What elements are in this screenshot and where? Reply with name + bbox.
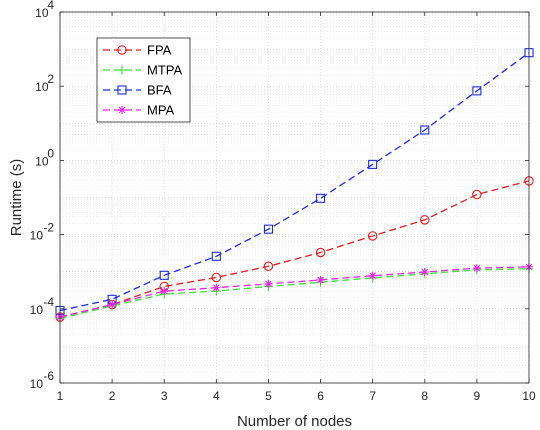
y-tick-exponent: 2 xyxy=(47,72,54,86)
legend-item-bfa: BFA xyxy=(103,83,172,98)
legend-marker-fpa xyxy=(117,45,127,55)
series-mpa xyxy=(56,262,533,322)
x-tick-label: 8 xyxy=(421,389,428,403)
y-tick-exponent: 4 xyxy=(47,0,54,12)
data-point-fpa xyxy=(367,231,378,241)
data-point-bfa xyxy=(211,251,221,261)
x-tick-label: 10 xyxy=(522,389,536,403)
legend-item-fpa: FPA xyxy=(103,43,172,58)
data-point-mpa xyxy=(108,300,117,309)
plot-frame xyxy=(59,11,530,384)
y-tick-label: 010 xyxy=(35,146,54,168)
legend-label-mpa: MPA xyxy=(147,103,175,118)
legend-box xyxy=(96,37,191,123)
y-tick-label: -410 xyxy=(30,295,55,317)
data-point-mpa xyxy=(160,287,169,296)
y-tick-exponent: -2 xyxy=(43,221,54,235)
data-point-fpa xyxy=(420,215,430,225)
series-line-fpa xyxy=(59,180,530,318)
series-line-bfa xyxy=(59,52,530,312)
data-point-bfa xyxy=(316,193,326,203)
series-line-mtpa xyxy=(59,268,530,320)
legend-label-fpa: FPA xyxy=(147,43,172,58)
y-tick-base: 10 xyxy=(35,6,49,20)
data-point-mpa xyxy=(316,275,325,284)
x-tick-label: 6 xyxy=(317,389,324,403)
y-tick-base: 10 xyxy=(30,377,44,391)
y-tick-label: -610 xyxy=(30,369,55,391)
data-point-fpa xyxy=(263,261,274,272)
y-tick-label: 210 xyxy=(35,72,54,94)
series-line-mpa xyxy=(59,266,530,318)
legend-item-mtpa: MTPA xyxy=(103,63,182,78)
legend-marker-mtpa xyxy=(117,65,127,75)
x-tick-label: 2 xyxy=(109,389,116,403)
y-tick-base: 10 xyxy=(30,303,44,317)
legend-marker-mpa xyxy=(118,106,126,114)
data-point-fpa xyxy=(472,189,482,200)
data-point-bfa xyxy=(368,159,378,169)
y-tick-label: -210 xyxy=(30,221,55,243)
x-tick-label: 4 xyxy=(213,389,220,403)
x-tick-label: 7 xyxy=(369,389,376,403)
data-point-bfa xyxy=(472,86,482,96)
x-tick-label: 5 xyxy=(265,389,272,403)
data-point-mpa xyxy=(264,279,273,288)
y-tick-base: 10 xyxy=(35,80,49,94)
series-layer xyxy=(55,48,534,323)
y-tick-exponent: -4 xyxy=(43,295,54,309)
legend-marker-bfa xyxy=(117,85,127,95)
data-point-bfa xyxy=(159,270,169,280)
data-point-mpa xyxy=(368,271,377,280)
y-tick-base: 10 xyxy=(30,229,44,243)
legend-label-mtpa: MTPA xyxy=(147,63,182,78)
y-tick-exponent: 0 xyxy=(47,146,54,160)
legend-item-mpa: MPA xyxy=(103,103,175,118)
data-point-mpa xyxy=(472,264,481,273)
x-tick-label: 3 xyxy=(161,389,168,403)
x-tick-label: 1 xyxy=(57,389,64,403)
data-point-bfa xyxy=(263,224,273,234)
data-point-mpa xyxy=(212,283,221,292)
series-bfa xyxy=(55,48,534,316)
y-tick-label: 410 xyxy=(35,0,54,20)
legend-label-bfa: BFA xyxy=(147,83,172,98)
y-tick-exponent: -6 xyxy=(43,369,54,383)
data-point-fpa xyxy=(211,272,222,283)
y-axis-label: Runtime (s) xyxy=(8,159,25,237)
y-tick-base: 10 xyxy=(35,154,49,168)
data-point-mpa xyxy=(420,268,429,277)
legend: FPA MTPA BFA MPA xyxy=(96,37,191,123)
data-point-bfa xyxy=(420,125,430,135)
ticks xyxy=(59,11,530,384)
data-point-fpa xyxy=(315,247,326,258)
x-tick-label: 9 xyxy=(474,389,481,403)
x-tick-labels: 1 2 3 4 5 6 7 8 9 10 xyxy=(57,389,536,403)
x-axis-label: Number of nodes xyxy=(237,413,352,430)
